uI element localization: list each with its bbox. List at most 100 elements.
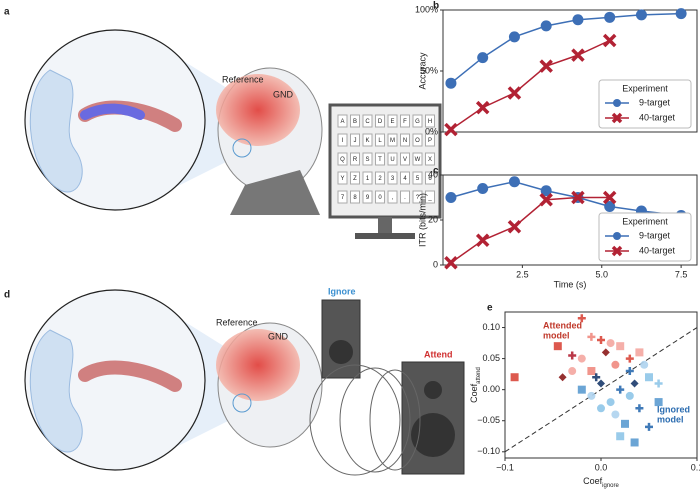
marker: [645, 422, 653, 431]
marker: [507, 220, 522, 234]
legend-box: [598, 212, 692, 262]
illustration-a: A B C D E F G H I J K L M N O P Q R S T U V W X Y Z 1 2 3 4 5 6 7 8 9 0,.? _: [24, 29, 442, 239]
marker: [558, 373, 567, 382]
marker: [577, 385, 586, 394]
marker: [625, 391, 634, 400]
marker: [572, 14, 584, 26]
legend-title: Experiment: [622, 83, 668, 93]
key: [387, 152, 398, 166]
legend-label: 40-target: [639, 245, 676, 255]
key-label: 0: [378, 195, 382, 201]
label: Attend: [424, 349, 453, 359]
key: [412, 190, 423, 204]
key: [412, 133, 423, 147]
line: [450, 196, 610, 264]
marker: [635, 9, 647, 21]
marker: [604, 11, 616, 23]
marker: [616, 342, 625, 351]
marker: [508, 31, 520, 43]
marker: [587, 391, 596, 400]
marker: [592, 373, 601, 382]
marker: [675, 8, 687, 20]
marker: [597, 379, 605, 388]
y-tick-label: 0%: [425, 126, 438, 136]
key-label: S: [365, 157, 369, 163]
key-label: V: [403, 157, 407, 163]
key: [337, 152, 348, 166]
key-label: 8: [353, 195, 357, 201]
label: Reference: [222, 74, 264, 84]
x-tick-label: 5.0: [595, 269, 608, 279]
y-tick-label: 0.00: [482, 384, 500, 394]
x-tick-label: 2.5: [516, 269, 529, 279]
key-label: M: [390, 138, 395, 144]
legend-box: [598, 79, 692, 129]
key: [400, 171, 410, 185]
panel-label: a: [4, 7, 10, 18]
marker: [553, 342, 562, 351]
key-label: 3: [391, 176, 395, 182]
annotation: model: [543, 330, 570, 340]
label: Ignore: [328, 286, 356, 296]
key: [350, 152, 360, 166]
y-tick-label: 0.05: [482, 353, 500, 363]
key: [375, 171, 385, 185]
marker: [539, 193, 553, 207]
key: [362, 171, 373, 185]
key-label: 4: [403, 176, 407, 182]
axis-label-text: Coef: [583, 476, 603, 486]
y-axis-label: ITR (bits/min): [417, 193, 427, 247]
key-label: R: [353, 157, 358, 163]
marker: [477, 52, 489, 64]
identity-line: [504, 327, 698, 453]
key: [362, 152, 373, 166]
key: [425, 114, 435, 128]
key: [387, 171, 398, 185]
marker: [625, 367, 634, 376]
key: [425, 133, 435, 147]
key-label: B: [353, 119, 357, 125]
marker: [630, 438, 639, 447]
marker: [613, 99, 621, 107]
key-label: Z: [353, 176, 357, 182]
x-axis-label: Coefignore: [583, 476, 619, 488]
key: [375, 152, 385, 166]
marker: [597, 335, 605, 344]
marker: [587, 332, 596, 341]
marker: [635, 404, 644, 413]
key: [425, 152, 435, 166]
marker: [602, 190, 617, 205]
legend-label: 9-target: [639, 97, 671, 107]
key-label: ?: [416, 195, 420, 201]
axis-label-sub: ignore: [602, 483, 619, 489]
y-tick-label: 50%: [420, 65, 438, 75]
legend-label: 9-target: [639, 230, 671, 240]
marker: [611, 410, 620, 419]
marker: [571, 190, 585, 205]
key-label: G: [415, 119, 420, 125]
key: [350, 114, 360, 128]
key: [350, 171, 360, 185]
key: [387, 114, 398, 128]
panel-label: d: [4, 290, 10, 301]
key: [375, 114, 385, 128]
key-label: X: [428, 157, 432, 163]
marker: [601, 348, 610, 357]
key-label: K: [365, 138, 369, 144]
key: [400, 152, 410, 166]
marker: [475, 100, 490, 115]
marker: [616, 432, 625, 441]
key-label: W: [415, 157, 421, 163]
marker: [475, 233, 490, 247]
label: GND: [268, 331, 289, 341]
annotation: model: [657, 414, 684, 424]
key-label: F: [403, 119, 407, 125]
key-label: P: [428, 138, 432, 144]
marker: [445, 77, 457, 89]
legend-label: 40-target: [639, 112, 676, 122]
key: [362, 133, 373, 147]
x-tick-label: 0.1: [691, 462, 700, 472]
marker: [445, 192, 457, 203]
key: [412, 114, 423, 128]
